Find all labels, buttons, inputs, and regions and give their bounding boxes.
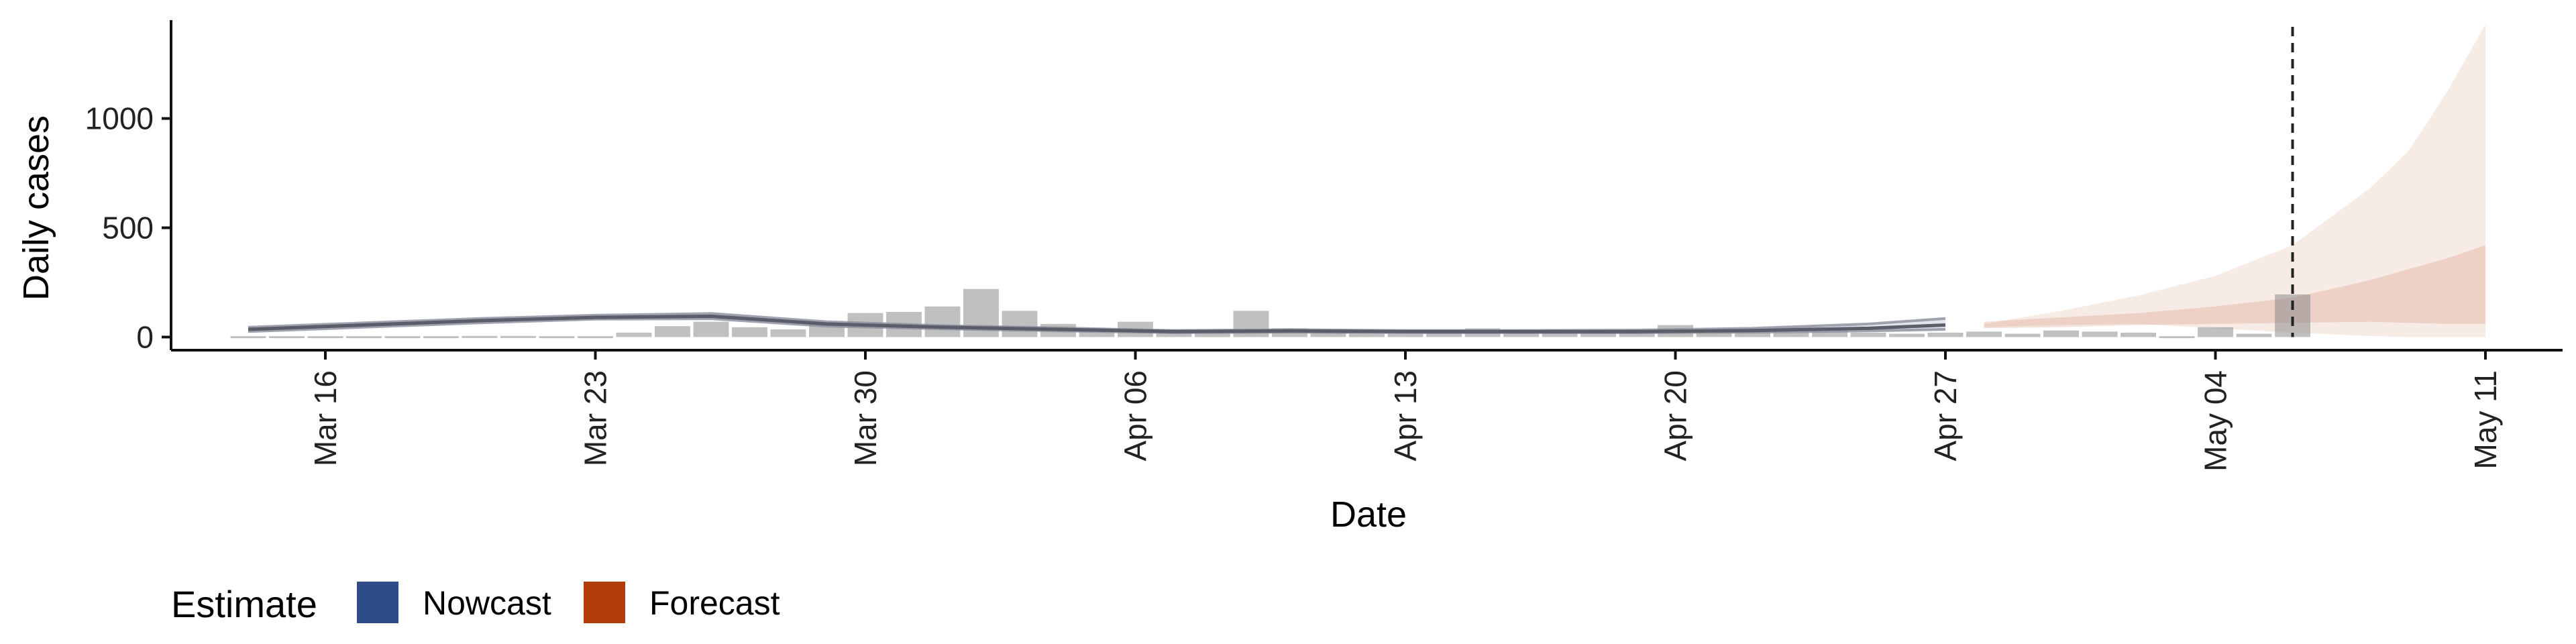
case-bar-2020-04-25	[1850, 332, 1886, 337]
case-bar-2020-04-28	[1966, 331, 2002, 337]
x-tick-label-8: May 11	[2468, 370, 2503, 469]
case-bar-2020-03-26	[693, 321, 729, 337]
case-bar-2020-03-18	[384, 336, 421, 339]
case-bar-2020-04-22	[1735, 330, 1770, 337]
case-bar-2020-03-17	[346, 336, 382, 339]
x-tick-label-6: Apr 27	[1928, 370, 1963, 462]
case-bar-2020-04-11	[1310, 332, 1346, 337]
case-bar-2020-04-13	[1387, 333, 1424, 337]
y-axis-ticks: 0 500 1000	[85, 101, 171, 354]
nowcast-median-line	[248, 314, 1946, 333]
case-bar-2020-03-23	[578, 336, 613, 339]
x-axis-title: Date	[1330, 494, 1407, 535]
case-bar-2020-04-03	[1002, 311, 1038, 337]
case-bar-2020-04-14	[1426, 332, 1462, 337]
x-tick-label-3: Apr 06	[1118, 370, 1153, 462]
case-bar-2020-04-16	[1503, 332, 1539, 337]
y-tick-label-2: 1000	[85, 101, 154, 136]
case-bar-2020-04-26	[1889, 333, 1925, 337]
legend-title: Estimate	[171, 583, 317, 625]
legend-swatch-nowcast	[357, 582, 398, 623]
legend-label-nowcast: Nowcast	[423, 584, 551, 622]
case-bar-2020-04-27	[1927, 332, 1964, 337]
case-bar-2020-04-24	[1812, 329, 1847, 337]
case-bar-2020-05-03	[2159, 336, 2195, 339]
axes: Mar 16 Mar 23 Mar 30 Apr 06 Apr 13 Apr 20 Apr …	[85, 20, 2563, 472]
case-bar-2020-05-04	[2198, 327, 2233, 337]
x-tick-label-0: Mar 16	[308, 370, 343, 466]
case-bar-2020-04-23	[1773, 331, 1809, 337]
case-bar-2020-04-12	[1349, 333, 1385, 337]
case-bar-2020-03-27	[732, 327, 767, 337]
estimate-lines	[248, 312, 1946, 334]
case-bar-2020-04-05	[1079, 329, 1115, 337]
legend-label-forecast: Forecast	[649, 584, 780, 622]
y-tick-label-1: 500	[102, 211, 154, 246]
case-bar-2020-04-18	[1580, 332, 1616, 337]
case-bar-2020-05-01	[2082, 331, 2118, 337]
forecast-ribbons	[1984, 24, 2485, 337]
x-tick-label-7: May 04	[2198, 370, 2233, 472]
case-bar-2020-03-15	[269, 336, 305, 339]
legend-swatch-forecast	[584, 582, 625, 623]
case-bar-2020-03-20	[462, 335, 498, 338]
case-bar-2020-04-19	[1619, 331, 1655, 337]
forecast-inner-ribbon	[1984, 245, 2485, 329]
x-tick-label-2: Mar 30	[848, 370, 883, 466]
case-bar-2020-04-29	[2004, 333, 2041, 337]
case-bar-2020-03-24	[616, 332, 652, 337]
x-axis-ticks: Mar 16 Mar 23 Mar 30 Apr 06 Apr 13 Apr 20 Apr …	[308, 350, 2503, 472]
case-bar-2020-03-25	[655, 326, 690, 337]
case-bar-2020-04-30	[2043, 330, 2079, 337]
forecast-outer-ribbon	[1984, 24, 2485, 337]
x-tick-label-5: Apr 20	[1658, 370, 1693, 462]
y-tick-label-0: 0	[136, 319, 154, 354]
case-bar-2020-03-28	[770, 329, 806, 337]
case-bar-2020-03-21	[500, 335, 536, 338]
case-bar-2020-05-02	[2121, 332, 2156, 337]
legend: Estimate Nowcast Forecast	[171, 582, 780, 625]
case-bar-2020-04-01	[924, 306, 961, 337]
plot-area	[230, 24, 2485, 339]
x-tick-label-1: Mar 23	[578, 370, 613, 466]
case-bar-2020-05-05	[2236, 333, 2272, 337]
x-tick-label-4: Apr 13	[1388, 370, 1423, 462]
case-bar-2020-03-22	[539, 336, 575, 339]
y-axis-title: Daily cases	[16, 115, 56, 301]
case-bar-2020-03-16	[307, 336, 343, 339]
case-bar-2020-03-14	[230, 336, 266, 339]
case-bar-2020-03-19	[423, 336, 459, 339]
